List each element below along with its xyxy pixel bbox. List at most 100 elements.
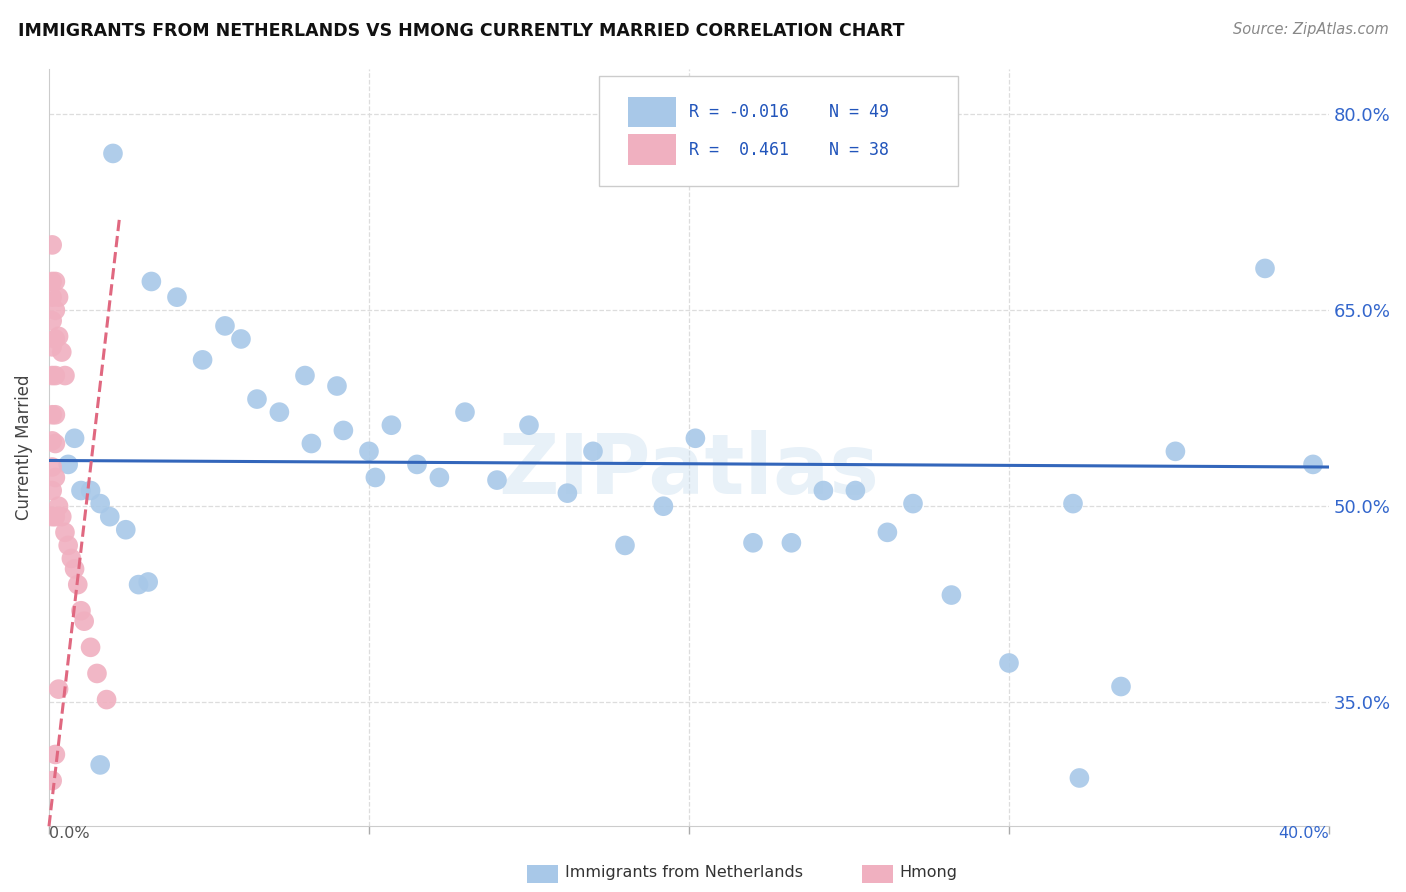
Point xyxy=(86,666,108,681)
Point xyxy=(1254,261,1277,276)
Point xyxy=(44,275,66,289)
Point xyxy=(685,431,707,445)
Point xyxy=(876,525,898,540)
Point xyxy=(73,614,96,628)
Point xyxy=(166,290,188,304)
Point xyxy=(41,773,63,788)
Point xyxy=(51,345,73,359)
Point xyxy=(41,509,63,524)
Point xyxy=(53,525,76,540)
Point xyxy=(742,536,765,550)
Point xyxy=(89,758,111,772)
Text: 0.0%: 0.0% xyxy=(49,826,90,841)
Point xyxy=(429,470,451,484)
Point xyxy=(614,538,637,552)
Point xyxy=(60,551,83,566)
Point xyxy=(44,747,66,762)
Text: IMMIGRANTS FROM NETHERLANDS VS HMONG CURRENTLY MARRIED CORRELATION CHART: IMMIGRANTS FROM NETHERLANDS VS HMONG CUR… xyxy=(18,22,905,40)
Point xyxy=(41,368,63,383)
Point xyxy=(246,392,269,406)
Point xyxy=(44,509,66,524)
Point xyxy=(53,368,76,383)
Point xyxy=(41,460,63,475)
Point xyxy=(813,483,835,498)
Point xyxy=(294,368,316,383)
Bar xyxy=(627,135,676,165)
Point xyxy=(89,497,111,511)
Point xyxy=(214,318,236,333)
Point xyxy=(941,588,963,602)
Point xyxy=(44,470,66,484)
Y-axis label: Currently Married: Currently Married xyxy=(15,375,32,520)
Point xyxy=(332,424,354,438)
Point xyxy=(98,509,121,524)
Point xyxy=(41,238,63,252)
Text: R = -0.016    N = 49: R = -0.016 N = 49 xyxy=(689,103,889,120)
Point xyxy=(1164,444,1187,458)
Point xyxy=(56,538,79,552)
Point xyxy=(63,562,86,576)
Point xyxy=(48,500,70,514)
Point xyxy=(41,290,63,304)
Point xyxy=(406,458,429,472)
Text: 40.0%: 40.0% xyxy=(1278,826,1329,841)
Point xyxy=(101,146,124,161)
Text: Hmong: Hmong xyxy=(900,865,957,880)
Point xyxy=(191,352,214,367)
Point xyxy=(380,418,402,433)
Point xyxy=(454,405,477,419)
Point xyxy=(780,536,803,550)
Point xyxy=(44,303,66,318)
Bar xyxy=(627,96,676,127)
Point xyxy=(557,486,579,500)
Point xyxy=(70,483,93,498)
Point xyxy=(128,577,150,591)
Point xyxy=(41,340,63,354)
Text: R =  0.461    N = 38: R = 0.461 N = 38 xyxy=(689,141,889,159)
Text: Immigrants from Netherlands: Immigrants from Netherlands xyxy=(565,865,803,880)
Point xyxy=(79,483,101,498)
FancyBboxPatch shape xyxy=(599,76,957,186)
Point xyxy=(70,604,93,618)
Point xyxy=(269,405,291,419)
Point xyxy=(51,509,73,524)
Point xyxy=(48,329,70,343)
Point xyxy=(79,640,101,655)
Point xyxy=(114,523,136,537)
Point xyxy=(44,368,66,383)
Point xyxy=(48,290,70,304)
Point xyxy=(141,275,163,289)
Point xyxy=(96,692,118,706)
Point xyxy=(485,473,508,487)
Point xyxy=(299,436,322,450)
Point xyxy=(1062,497,1084,511)
Point xyxy=(229,332,252,346)
Point xyxy=(998,656,1021,670)
Text: Source: ZipAtlas.com: Source: ZipAtlas.com xyxy=(1233,22,1389,37)
Point xyxy=(44,332,66,346)
Point xyxy=(1109,680,1132,694)
Point xyxy=(44,436,66,450)
Point xyxy=(63,431,86,445)
Point xyxy=(517,418,540,433)
Point xyxy=(136,574,159,589)
Point xyxy=(48,682,70,697)
Point xyxy=(41,434,63,448)
Point xyxy=(41,314,63,328)
Point xyxy=(652,500,675,514)
Point xyxy=(41,483,63,498)
Point xyxy=(357,444,380,458)
Point xyxy=(1302,458,1324,472)
Point xyxy=(901,497,924,511)
Point xyxy=(56,458,79,472)
Point xyxy=(1069,771,1091,785)
Text: ZIPatlas: ZIPatlas xyxy=(499,430,880,510)
Point xyxy=(582,444,605,458)
Point xyxy=(844,483,866,498)
Point xyxy=(41,408,63,422)
Point xyxy=(44,408,66,422)
Point xyxy=(66,577,89,591)
Point xyxy=(364,470,387,484)
Point xyxy=(326,379,349,393)
Point xyxy=(41,275,63,289)
